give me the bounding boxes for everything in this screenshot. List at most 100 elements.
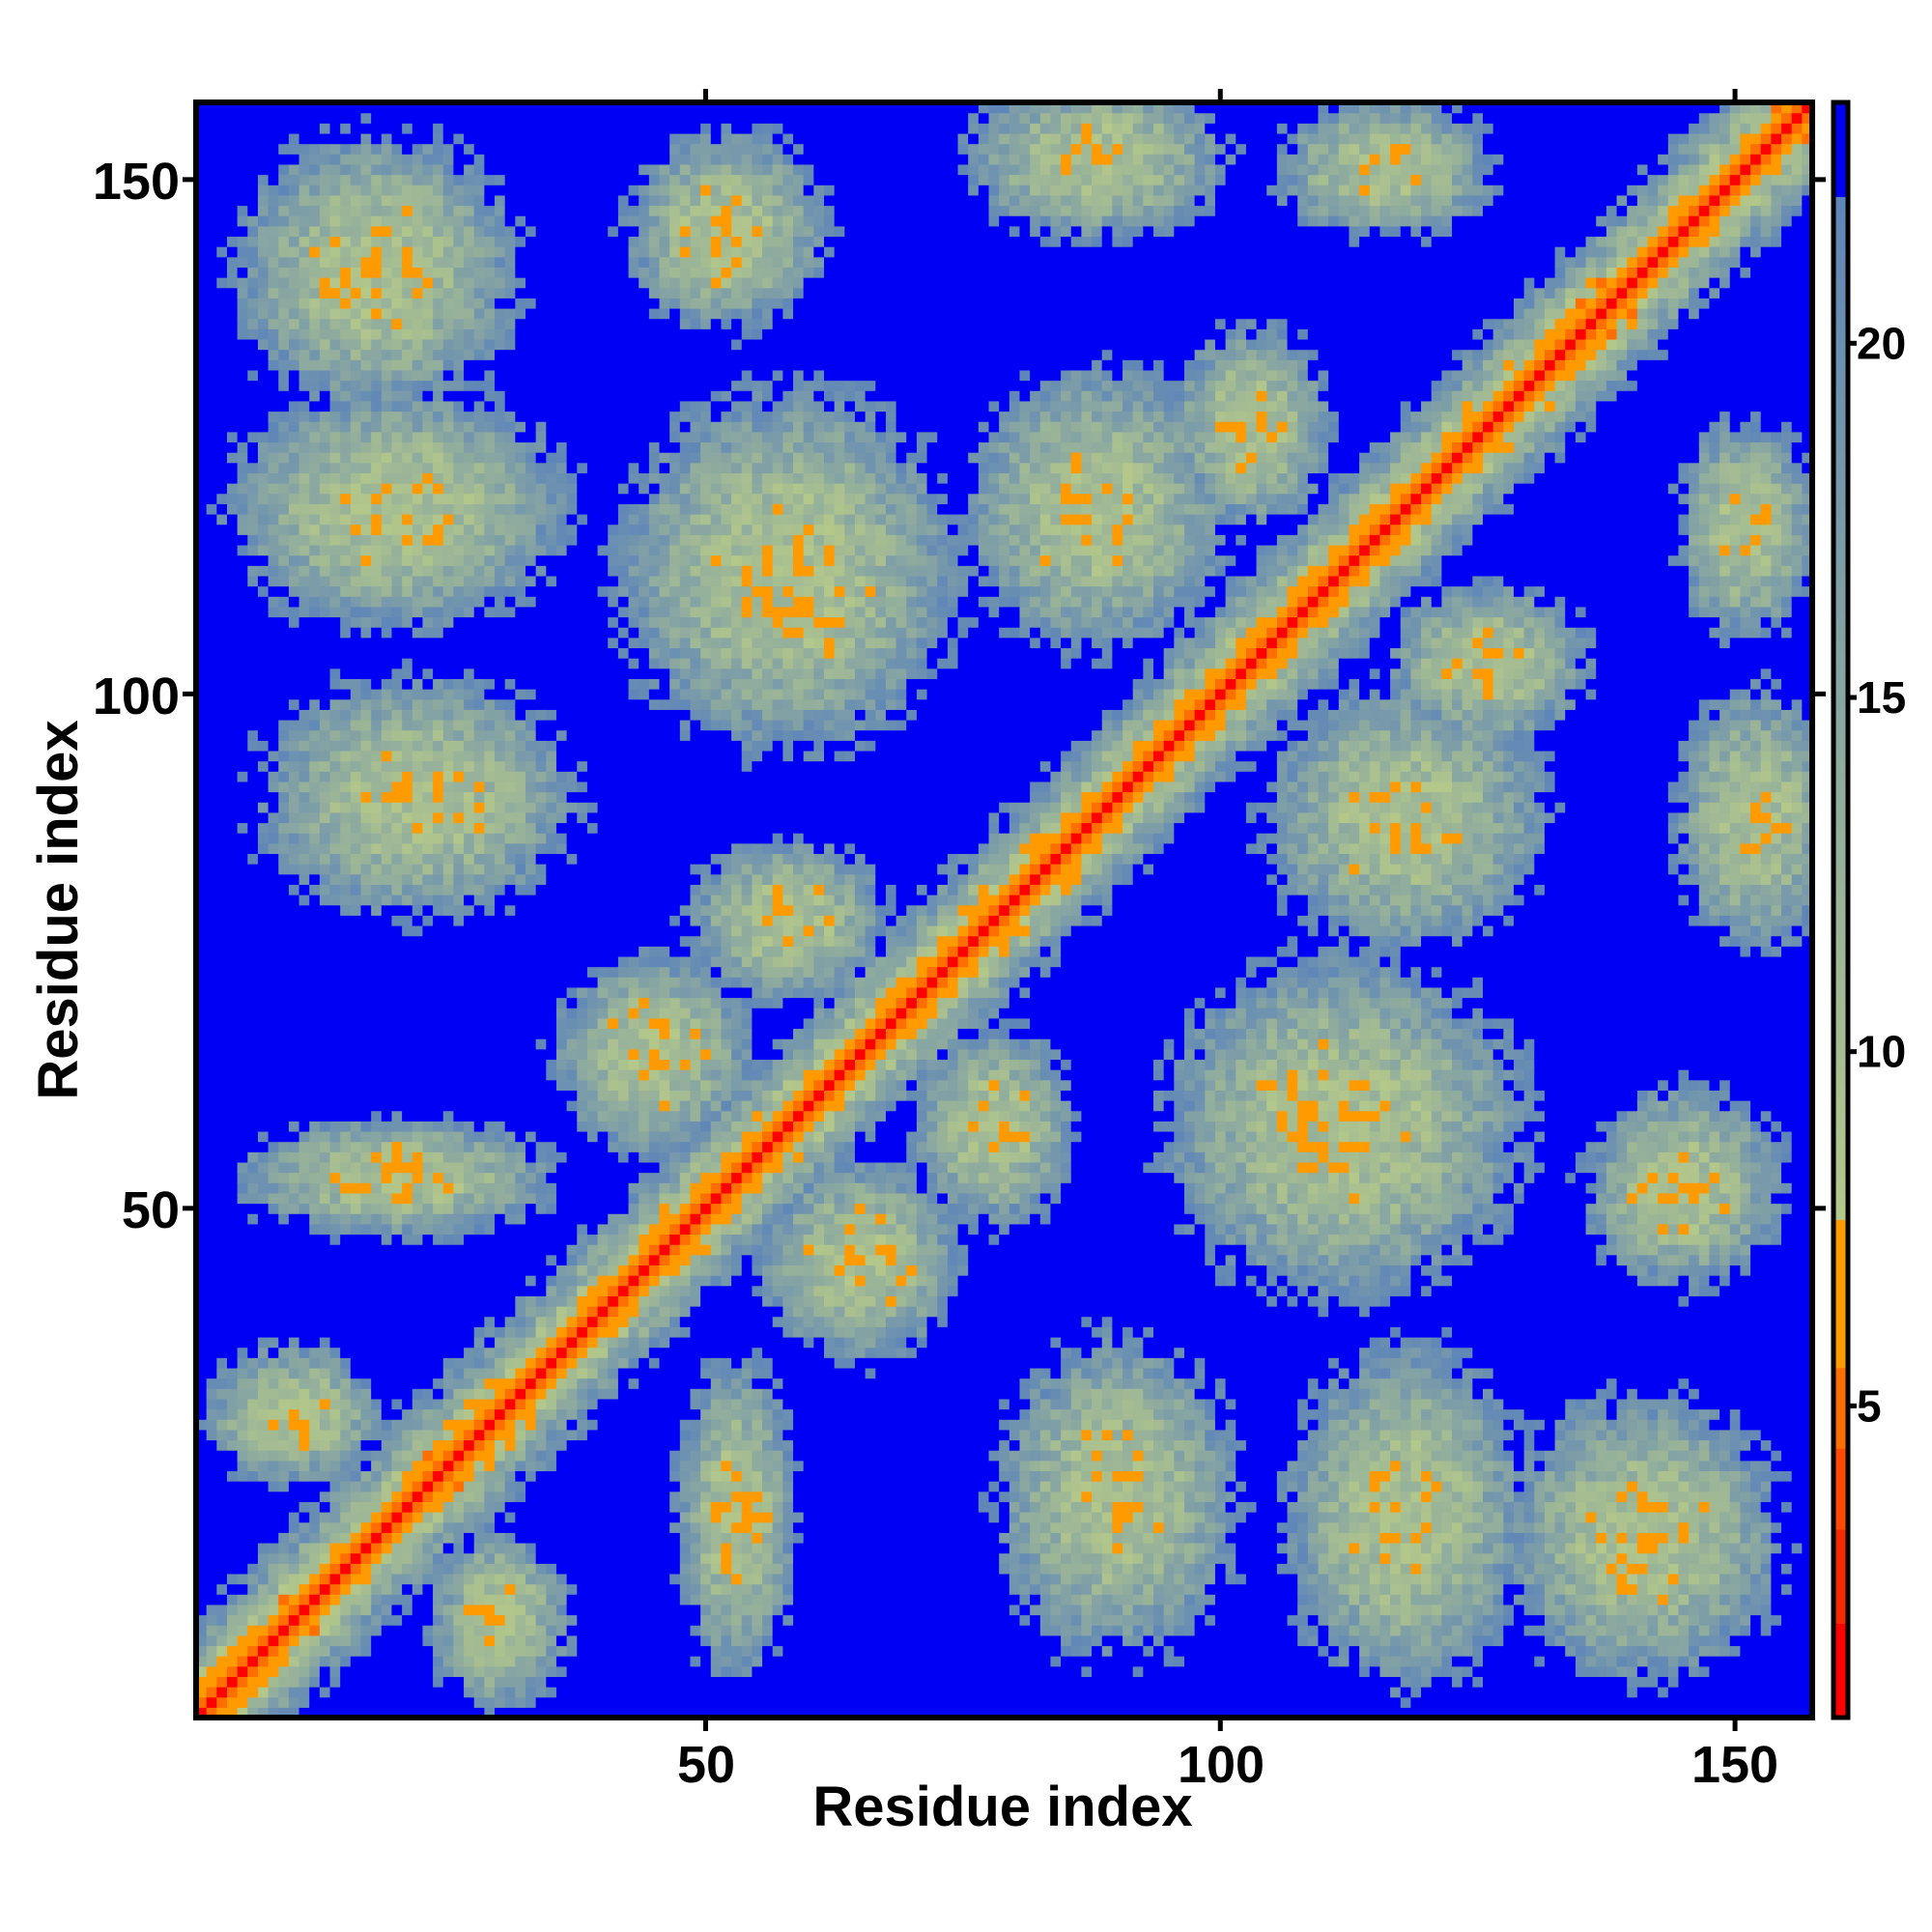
heatmap-cell: [360, 1408, 372, 1420]
heatmap-cell: [206, 112, 217, 124]
heatmap-cell: [402, 915, 413, 926]
heatmap-cell: [309, 174, 321, 185]
heatmap-cell: [257, 1326, 270, 1338]
heatmap-cell: [412, 503, 424, 515]
heatmap-cell: [422, 554, 434, 566]
heatmap-cell: [226, 1038, 239, 1050]
heatmap-cell: [433, 1634, 444, 1647]
heatmap-cell: [257, 1439, 270, 1451]
heatmap-cell: [278, 194, 290, 207]
heatmap-cell: [412, 544, 424, 556]
heatmap-cell: [484, 689, 496, 700]
heatmap-cell: [226, 267, 239, 278]
heatmap-cell: [453, 1388, 465, 1400]
heatmap-cell: [473, 1048, 485, 1061]
heatmap-cell: [206, 236, 217, 247]
heatmap-cell: [495, 349, 506, 360]
heatmap-cell: [340, 1696, 352, 1708]
heatmap-cell: [360, 864, 372, 875]
heatmap-cell: [350, 1573, 362, 1585]
heatmap-cell: [216, 647, 228, 659]
heatmap-cell: [268, 1090, 279, 1101]
heatmap-cell: [433, 884, 444, 895]
heatmap-cell: [402, 873, 413, 885]
heatmap-cell: [464, 1563, 475, 1575]
heatmap-cell: [268, 544, 279, 556]
heatmap-cell: [196, 1419, 208, 1431]
heatmap-cell: [422, 277, 434, 289]
heatmap-cell: [340, 668, 352, 679]
heatmap-cell: [371, 307, 383, 320]
heatmap-cell: [216, 1665, 228, 1677]
heatmap-cell: [196, 236, 208, 247]
heatmap-cell: [464, 441, 475, 453]
heatmap-cell: [319, 822, 331, 834]
heatmap-cell: [495, 112, 506, 124]
heatmap-cell: [504, 1090, 516, 1101]
heatmap-cell: [495, 215, 506, 227]
heatmap-cell: [381, 895, 393, 906]
heatmap-cell: [288, 596, 300, 608]
heatmap-cell: [237, 1130, 248, 1143]
heatmap-cell: [453, 1100, 465, 1112]
heatmap-cell: [329, 647, 341, 659]
heatmap-cell: [360, 1357, 372, 1369]
heatmap-cell: [402, 112, 413, 124]
heatmap-cell: [381, 1048, 393, 1061]
heatmap-cell: [484, 842, 496, 855]
heatmap-cell: [298, 1676, 310, 1688]
heatmap-cell: [422, 1604, 434, 1616]
heatmap-cell: [247, 1707, 259, 1719]
heatmap-cell: [473, 338, 485, 351]
heatmap-cell: [360, 781, 372, 793]
heatmap-cell: [340, 698, 352, 710]
heatmap-cell: [412, 554, 424, 566]
heatmap-cell: [495, 1521, 506, 1533]
heatmap-cell: [340, 678, 352, 690]
heatmap-cell: [288, 534, 300, 546]
heatmap-cell: [288, 524, 300, 535]
heatmap-cell: [329, 1491, 341, 1502]
heatmap-cell: [196, 1625, 208, 1636]
heatmap-cell: [402, 627, 413, 639]
heatmap-cell: [278, 1594, 290, 1605]
heatmap-cell: [473, 719, 485, 731]
heatmap-cell: [360, 1326, 372, 1338]
heatmap-cell: [268, 853, 279, 865]
heatmap-cell: [298, 771, 310, 782]
heatmap-cell: [391, 864, 403, 875]
heatmap-cell: [453, 298, 465, 309]
heatmap-cell: [453, 1470, 465, 1482]
heatmap-cell: [484, 1521, 496, 1533]
heatmap-cell: [216, 123, 228, 134]
heatmap-cell: [268, 1172, 279, 1183]
heatmap-cell: [495, 616, 506, 628]
heatmap-cell: [226, 1594, 239, 1605]
heatmap-cell: [422, 185, 434, 196]
heatmap-cell: [391, 771, 403, 782]
heatmap-cell: [319, 287, 331, 298]
heatmap-cell: [288, 102, 300, 114]
heatmap-cell: [329, 1634, 341, 1647]
heatmap-cell: [464, 102, 475, 114]
heatmap-cell: [247, 1656, 259, 1667]
heatmap-cell: [288, 369, 300, 382]
heatmap-cell: [422, 102, 434, 114]
heatmap-cell: [268, 771, 279, 782]
heatmap-cell: [464, 205, 475, 216]
heatmap-cell: [350, 441, 362, 453]
heatmap-cell: [484, 462, 496, 473]
heatmap-cell: [288, 658, 300, 669]
heatmap-cell: [504, 1583, 516, 1595]
heatmap-cell: [484, 833, 496, 844]
heatmap-cell: [278, 781, 290, 793]
heatmap-cell: [350, 524, 362, 535]
heatmap-cell: [433, 359, 444, 371]
heatmap-cell: [206, 647, 217, 659]
heatmap-cell: [247, 1059, 259, 1070]
heatmap-cell: [464, 1008, 475, 1019]
heatmap-cell: [360, 1665, 372, 1677]
heatmap-cell: [309, 1388, 321, 1400]
heatmap-cell: [226, 977, 239, 988]
heatmap-cell: [340, 441, 352, 453]
